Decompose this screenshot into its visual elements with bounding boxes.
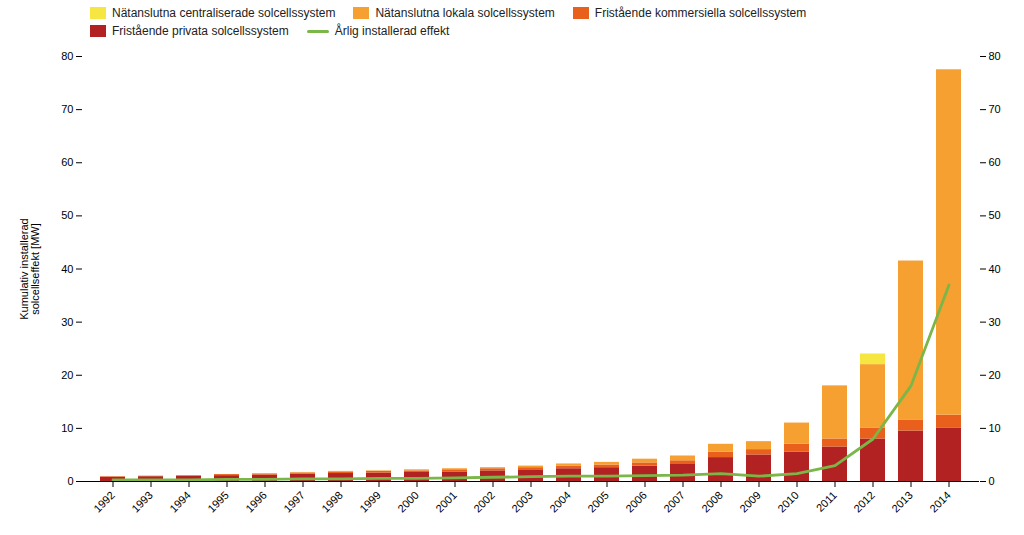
svg-text:10: 10 xyxy=(989,422,1001,434)
svg-text:70: 70 xyxy=(989,103,1001,115)
svg-text:2002: 2002 xyxy=(471,489,497,515)
svg-text:30: 30 xyxy=(61,316,73,328)
svg-text:0: 0 xyxy=(989,475,995,487)
html-text:Fristående kommersiella solcel: Fristående kommersiella solcellssystem xyxy=(594,6,807,20)
svg-text:2010: 2010 xyxy=(775,489,801,515)
svg-text:2004: 2004 xyxy=(547,489,573,515)
svg-text:1999: 1999 xyxy=(357,489,383,515)
svg-text:1994: 1994 xyxy=(167,489,193,515)
svg-text:1993: 1993 xyxy=(129,489,155,515)
svg-text:1996: 1996 xyxy=(243,489,269,515)
svg-text:2012: 2012 xyxy=(851,489,877,515)
svg-text:2014: 2014 xyxy=(927,489,953,515)
svg-text:2009: 2009 xyxy=(737,489,763,515)
svg-text:1998: 1998 xyxy=(319,489,345,515)
html-text:Fristående privata solcellssys: Fristående privata solcellssystem xyxy=(112,24,289,38)
svg-text:1997: 1997 xyxy=(281,489,307,515)
svg-text:60: 60 xyxy=(61,156,73,168)
svg-text:40: 40 xyxy=(989,263,1001,275)
html-text:Nätanslutna centraliserade sol: Nätanslutna centraliserade solcellssyste… xyxy=(112,6,336,20)
svg-text:2003: 2003 xyxy=(509,489,535,515)
svg-text:80: 80 xyxy=(989,50,1001,62)
svg-text:40: 40 xyxy=(61,263,73,275)
svg-text:Kumulativ installeradsolcellse: Kumulativ installeradsolcellseffekt [MW] xyxy=(18,218,41,320)
svg-text:2000: 2000 xyxy=(395,489,421,515)
svg-text:20: 20 xyxy=(61,369,73,381)
svg-text:70: 70 xyxy=(61,103,73,115)
svg-text:80: 80 xyxy=(61,50,73,62)
svg-text:1995: 1995 xyxy=(205,489,231,515)
svg-text:30: 30 xyxy=(989,316,1001,328)
svg-text:0: 0 xyxy=(67,475,73,487)
svg-text:20: 20 xyxy=(989,369,1001,381)
html-text:Årlig installerad effekt: Årlig installerad effekt xyxy=(334,24,450,38)
svg-text:10: 10 xyxy=(61,422,73,434)
svg-text:2001: 2001 xyxy=(433,489,459,515)
svg-text:2007: 2007 xyxy=(661,489,687,515)
svg-text:60: 60 xyxy=(989,156,1001,168)
html-text:Nätanslutna lokala solcellssys: Nätanslutna lokala solcellssystem xyxy=(375,6,555,20)
svg-text:2006: 2006 xyxy=(623,489,649,515)
svg-text:2008: 2008 xyxy=(699,489,725,515)
svg-text:1992: 1992 xyxy=(91,489,117,515)
svg-text:2013: 2013 xyxy=(889,489,915,515)
svg-text:2005: 2005 xyxy=(585,489,611,515)
svg-text:50: 50 xyxy=(61,209,73,221)
svg-text:2011: 2011 xyxy=(814,489,839,514)
svg-text:50: 50 xyxy=(989,209,1001,221)
